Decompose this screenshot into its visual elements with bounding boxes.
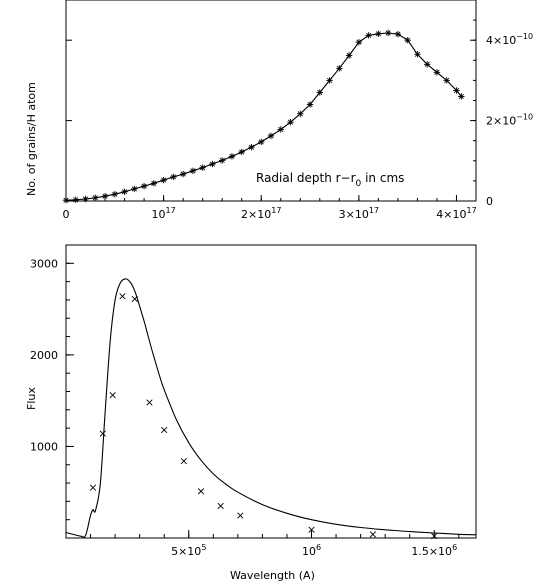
grain-density-point [336,65,343,72]
grain-density-point [326,77,333,84]
top-x-tick-label: 1017 [152,206,176,221]
grain-density-point [267,132,275,140]
grain-density-point [111,190,119,198]
bottom-y-axis-label: Flux [25,387,38,410]
grain-density-point [189,167,197,175]
top-y-axis-label: No. of grains/H atom [25,82,38,196]
top-y-tick-label: 4×10−10 [486,32,533,47]
grain-density-point [72,196,79,203]
grain-density-point [423,61,431,68]
grain-density-point [316,89,324,96]
flux-spectrum-plot: Flux Wavelength (A) 5×105 106 1.5×106 1000 2… [25,244,477,582]
grain-density-point [131,185,138,193]
top-x-tick-label: 4×1017 [436,206,476,221]
bottom-y-tick-label: 3000 [30,257,58,270]
grain-density-point [443,77,450,84]
grain-density-point [394,30,402,38]
grain-density-point [238,148,245,156]
observed-flux-point [161,426,168,434]
bottom-x-axis-label: Wavelength (A) [230,569,315,582]
observed-flux-point [369,531,377,538]
model-flux-curve [65,278,477,538]
bottom-plot-frame [65,244,477,539]
observed-flux-point [131,295,138,303]
grain-density-point [258,138,265,146]
observed-flux-point [431,533,438,540]
bottom-x-tick-label: 106 [302,543,321,558]
observed-flux-points [89,293,438,540]
grain-density-point [365,32,372,39]
bottom-y-tick-label: 2000 [30,349,58,362]
grain-density-point [101,192,109,200]
grain-density-point [277,126,284,133]
grain-density-point [433,69,441,76]
bottom-y-tick-label: 1000 [30,440,58,453]
grain-density-point [287,119,294,126]
top-x-tick-label: 0 [63,208,70,221]
grain-density-point [345,52,353,59]
top-x-tick-label: 3×1017 [339,206,379,221]
grain-density-point [458,93,465,100]
grain-density-point [140,182,148,190]
observed-flux-point [197,488,205,495]
grain-density-point [404,37,411,44]
top-axis-ticks: 0 1017 2×1017 3×1017 4×1017 0 2×10−10 4×10−10 [63,0,533,221]
observed-flux-point [89,484,97,491]
grain-density-point [414,51,421,58]
observed-flux-point [180,457,187,465]
observed-flux-point [109,392,116,399]
grain-density-point [92,194,99,201]
grain-density-point [306,101,314,108]
grain-density-point [150,180,158,187]
top-y-tick-label: 0 [486,195,493,208]
grain-density-point [375,30,382,37]
observed-flux-point [146,399,153,406]
grain-density-point [297,110,304,117]
grain-density-point [179,170,187,178]
observed-flux-point [217,502,224,510]
grain-density-point [209,160,216,168]
grain-density-point [218,157,226,164]
grain-density-series [62,29,465,204]
grain-density-point [355,39,363,46]
bottom-x-tick-label: 1.5×106 [411,543,457,558]
grain-density-point [384,29,392,37]
bottom-axis-ticks: 5×105 106 1.5×106 1000 2000 3000 [30,244,460,558]
grain-density-point [248,143,255,151]
bottom-x-tick-label: 5×105 [171,543,206,558]
grain-density-point [62,196,70,204]
grain-density-point [82,195,89,203]
grain-density-point [228,153,236,160]
observed-flux-point [99,430,106,437]
observed-flux-point [308,526,315,533]
grain-density-plot: No. of grains/H atom Radial depth r−r0 i… [25,0,533,221]
grain-density-point [160,176,167,184]
top-x-tick-label: 2×1017 [241,206,281,221]
observed-flux-point [119,293,126,300]
grain-density-point [170,173,177,181]
radial-depth-annotation: Radial depth r−r0 in cms [256,171,404,189]
grain-density-point [453,87,460,94]
grain-density-point [199,164,206,171]
top-y-tick-label: 2×10−10 [486,113,533,128]
grain-density-point [121,188,128,195]
observed-flux-point [237,512,244,519]
